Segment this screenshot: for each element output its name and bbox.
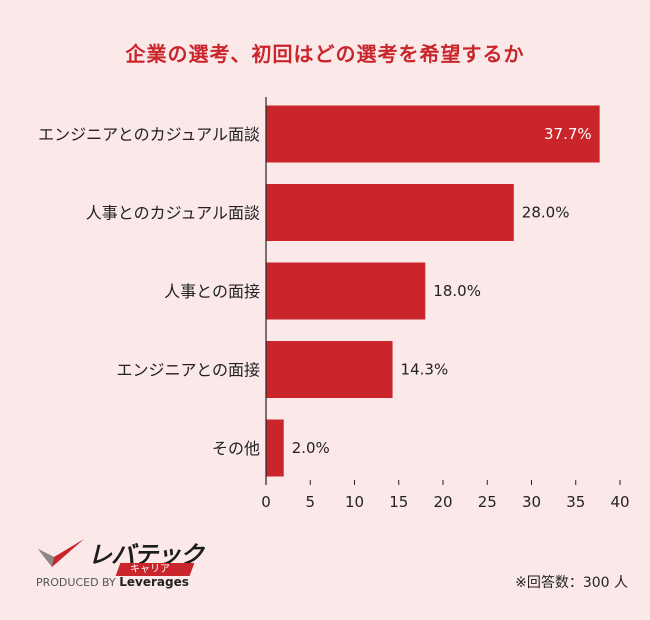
chart-title: 企業の選考、初回はどの選考を希望するか (125, 42, 525, 66)
x-tick-label: 35 (566, 493, 585, 511)
brand-label: Leverages (119, 575, 189, 589)
response-count-note: ※回答数：300 人 (515, 575, 628, 591)
x-tick-label: 0 (261, 493, 271, 511)
leverages-logo: レバテック キャリア PRODUCED BY Leverages (36, 535, 236, 595)
category-label: エンジニアとの面接 (116, 361, 260, 380)
logo-check-icon (38, 539, 84, 567)
bar (266, 184, 514, 241)
x-tick-label: 40 (610, 493, 629, 511)
x-tick-label: 5 (305, 493, 315, 511)
logo-produced-by: PRODUCED BY Leverages (36, 575, 189, 589)
produced-by-label: PRODUCED BY (36, 576, 116, 589)
data-label: 2.0% (292, 439, 330, 457)
data-label: 37.7% (544, 125, 592, 143)
category-label: エンジニアとのカジュアル面談 (38, 125, 260, 144)
x-tick-label: 25 (478, 493, 497, 511)
bar (266, 105, 600, 163)
data-label: 28.0% (522, 204, 570, 222)
bar (266, 262, 426, 320)
category-label: その他 (212, 439, 260, 458)
data-label: 18.0% (433, 282, 481, 300)
category-label: 人事とのカジュアル面談 (86, 204, 260, 223)
data-label: 14.3% (401, 361, 449, 379)
x-tick-label: 15 (389, 493, 408, 511)
x-tick-label: 30 (522, 493, 541, 511)
x-tick-label: 10 (345, 493, 364, 511)
x-tick-label: 20 (433, 493, 452, 511)
category-label: 人事との面接 (164, 282, 260, 301)
bar (266, 341, 393, 398)
bar (266, 419, 284, 477)
